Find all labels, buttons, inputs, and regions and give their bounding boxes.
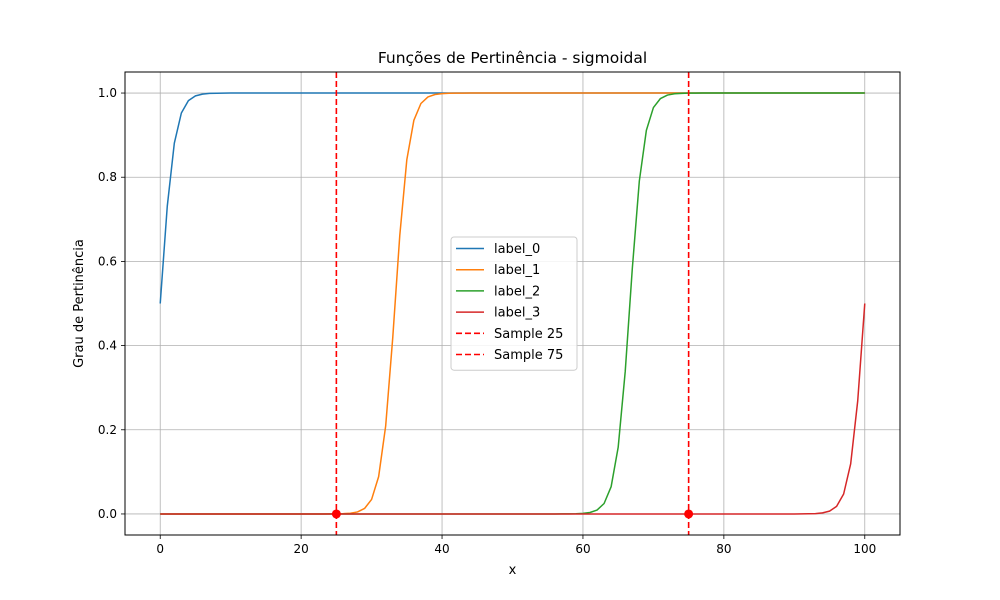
y-tick-label: 0.8 <box>98 170 117 184</box>
y-tick-label: 1.0 <box>98 86 117 100</box>
y-tick-label: 0.2 <box>98 423 117 437</box>
x-axis-title: x <box>509 563 517 578</box>
x-tick-label: 0 <box>156 542 164 556</box>
legend-label: label_2 <box>494 284 540 299</box>
y-tick-label: 0.0 <box>98 507 117 521</box>
legend-label: Sample 25 <box>494 327 563 342</box>
legend-label: label_3 <box>494 306 540 321</box>
vline-marker-25 <box>331 509 341 519</box>
y-axis-title: Grau de Pertinência <box>72 239 87 368</box>
legend-label: label_0 <box>494 242 540 257</box>
vline-layer <box>331 72 694 535</box>
vline-marker-75 <box>684 509 694 519</box>
ticks: 0 20 40 60 80 100 0.0 0.2 0.4 0.6 0.8 1.0 <box>98 86 876 556</box>
legend-label: Sample 75 <box>494 348 563 363</box>
x-tick-label: 20 <box>293 542 308 556</box>
legend-label: label_1 <box>494 263 540 278</box>
series-layer <box>159 92 866 515</box>
legend: label_0 label_1 label_2 label_3 Sample 25 Sam… <box>450 236 578 371</box>
x-tick-label: 40 <box>434 542 449 556</box>
plot-frame <box>124 71 901 536</box>
x-tick-label: 80 <box>716 542 731 556</box>
series-line-label_3 <box>160 303 866 515</box>
y-tick-label: 0.4 <box>98 339 117 353</box>
x-tick-label: 60 <box>575 542 590 556</box>
chart-title: Funções de Pertinência - sigmoidal <box>378 49 647 67</box>
y-tick-label: 0.6 <box>98 254 117 268</box>
x-tick-label: 100 <box>853 542 876 556</box>
